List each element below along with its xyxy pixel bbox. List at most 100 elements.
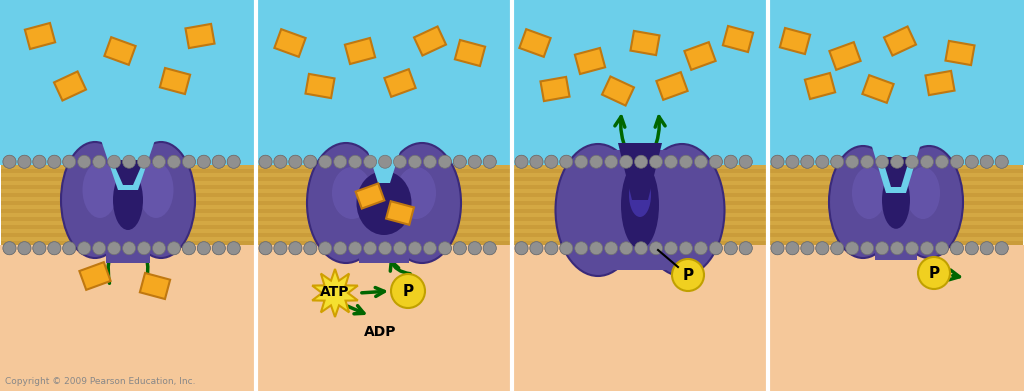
Circle shape <box>545 155 558 168</box>
Circle shape <box>786 242 799 255</box>
Circle shape <box>33 242 46 255</box>
Bar <box>513 241 767 245</box>
Circle shape <box>846 155 859 168</box>
Circle shape <box>274 242 287 255</box>
Circle shape <box>665 155 678 168</box>
Bar <box>1 178 255 181</box>
Circle shape <box>304 242 316 255</box>
Bar <box>257 178 511 181</box>
Circle shape <box>950 155 964 168</box>
Circle shape <box>966 155 978 168</box>
Circle shape <box>710 242 722 255</box>
Circle shape <box>694 155 708 168</box>
Ellipse shape <box>621 161 659 249</box>
Circle shape <box>468 155 481 168</box>
Bar <box>769 241 1023 245</box>
Circle shape <box>259 155 272 168</box>
Circle shape <box>48 242 60 255</box>
Circle shape <box>980 155 993 168</box>
Circle shape <box>289 155 302 168</box>
Circle shape <box>123 155 135 168</box>
Bar <box>512 0 768 165</box>
Circle shape <box>635 242 647 255</box>
Bar <box>769 165 1023 245</box>
Bar <box>513 233 767 237</box>
Circle shape <box>318 242 332 255</box>
Text: P: P <box>682 267 693 283</box>
Bar <box>513 169 767 173</box>
Circle shape <box>905 242 919 255</box>
Circle shape <box>274 242 287 255</box>
Circle shape <box>876 155 889 168</box>
Bar <box>257 225 511 229</box>
Bar <box>780 28 810 54</box>
Circle shape <box>724 155 737 168</box>
Bar <box>513 225 767 229</box>
Bar <box>884 27 916 56</box>
Polygon shape <box>618 143 662 200</box>
Circle shape <box>560 242 572 255</box>
Circle shape <box>936 155 948 168</box>
Circle shape <box>137 242 151 255</box>
Bar <box>519 29 551 57</box>
Bar <box>1 194 255 197</box>
Circle shape <box>590 155 603 168</box>
Bar <box>541 77 569 101</box>
Circle shape <box>861 242 873 255</box>
Circle shape <box>409 242 422 255</box>
Circle shape <box>62 155 76 168</box>
Circle shape <box>483 242 497 255</box>
Circle shape <box>454 242 466 255</box>
Circle shape <box>62 155 76 168</box>
Bar <box>769 217 1023 221</box>
Circle shape <box>33 155 46 168</box>
Circle shape <box>801 155 814 168</box>
Text: P: P <box>929 265 940 280</box>
Circle shape <box>605 155 617 168</box>
Circle shape <box>672 259 705 291</box>
Circle shape <box>936 155 948 168</box>
Bar <box>769 185 1023 189</box>
Circle shape <box>905 155 919 168</box>
Bar <box>513 209 767 213</box>
Circle shape <box>123 242 135 255</box>
Circle shape <box>936 242 948 255</box>
Circle shape <box>665 242 678 255</box>
Ellipse shape <box>356 171 412 235</box>
Circle shape <box>574 155 588 168</box>
Circle shape <box>680 242 692 255</box>
Circle shape <box>438 242 452 255</box>
Circle shape <box>830 242 844 255</box>
Circle shape <box>771 155 784 168</box>
Circle shape <box>816 155 828 168</box>
Bar <box>874 155 918 260</box>
Bar <box>723 26 753 52</box>
Circle shape <box>349 155 361 168</box>
Circle shape <box>515 242 528 255</box>
Circle shape <box>545 155 558 168</box>
Circle shape <box>515 242 528 255</box>
Circle shape <box>876 242 889 255</box>
Bar <box>274 29 305 57</box>
Ellipse shape <box>61 142 129 258</box>
Circle shape <box>227 242 241 255</box>
Bar <box>104 37 135 65</box>
Circle shape <box>710 155 722 168</box>
Circle shape <box>78 155 91 168</box>
Circle shape <box>334 155 347 168</box>
Circle shape <box>33 242 46 255</box>
Circle shape <box>574 242 588 255</box>
Bar <box>805 73 836 99</box>
Circle shape <box>274 155 287 168</box>
Circle shape <box>137 155 151 168</box>
Circle shape <box>545 242 558 255</box>
Circle shape <box>198 242 210 255</box>
Circle shape <box>379 155 391 168</box>
Bar <box>656 72 688 100</box>
Bar <box>769 209 1023 213</box>
Circle shape <box>739 155 753 168</box>
Circle shape <box>830 155 844 168</box>
Circle shape <box>259 155 272 168</box>
Circle shape <box>108 242 121 255</box>
Circle shape <box>936 242 948 255</box>
